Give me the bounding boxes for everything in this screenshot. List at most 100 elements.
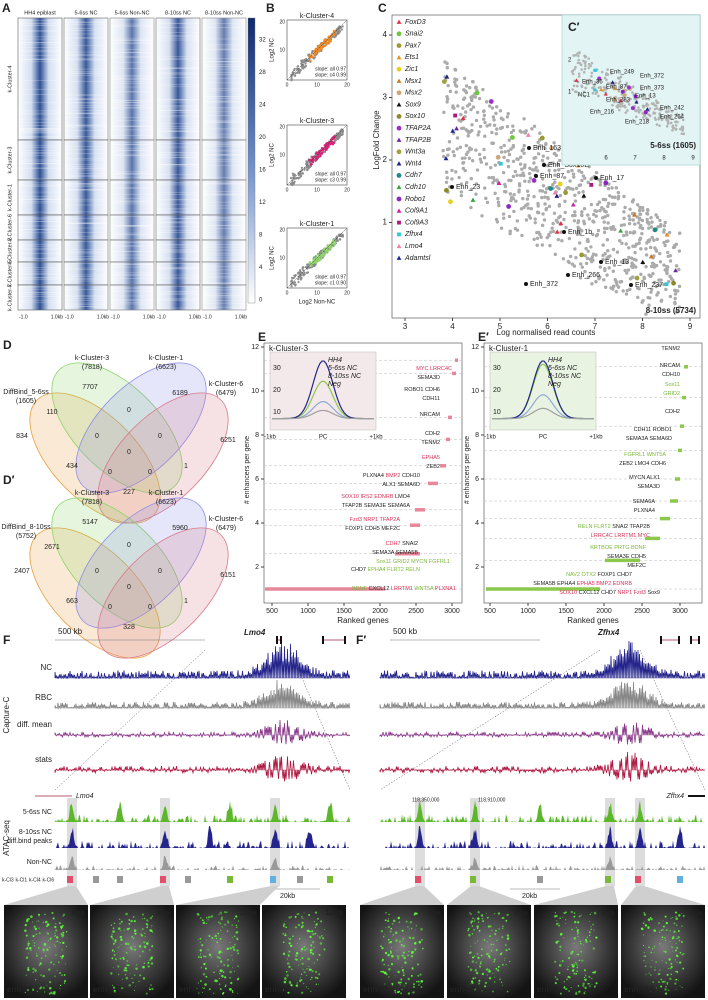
column-header: 8-10ss NC: [165, 10, 191, 16]
scatter-point: [482, 117, 486, 121]
reporter-signal: [509, 960, 511, 963]
x-tick-label: 1500: [336, 608, 352, 615]
highlight-point: [566, 273, 570, 277]
scatter-point: [292, 181, 295, 185]
reporter-signal: [394, 975, 396, 977]
scatter-point: [633, 250, 637, 255]
scatter-point: [655, 237, 659, 242]
reporter-signal: [117, 965, 120, 968]
embryo-image: [262, 905, 346, 998]
reporter-signal: [126, 960, 129, 963]
scatter-point: [666, 239, 670, 243]
reporter-signal: [30, 915, 33, 918]
annotation: Enh_266: [572, 272, 600, 279]
reporter-signal: [471, 933, 474, 935]
reporter-signal: [491, 929, 493, 931]
heatmap-block: [63, 214, 109, 241]
reporter-signal: [478, 929, 481, 932]
scatter-point: [622, 216, 626, 221]
scatter-point: [543, 195, 547, 199]
scatter-point: [332, 137, 336, 140]
scatter-point: [659, 107, 663, 110]
scatter-point: [572, 219, 577, 223]
gene-row: MYC LRRC4C: [416, 366, 452, 372]
reporter-signal: [199, 937, 202, 940]
gene-row: ALX1 SEMA6D: [382, 482, 420, 488]
scatter-point: [302, 67, 305, 70]
set-name: k-Cluster-1: [149, 490, 183, 497]
x-tick-label: 3000: [444, 608, 460, 615]
reporter-signal: [652, 981, 654, 983]
reporter-signal: [217, 965, 219, 967]
reporter-signal: [310, 976, 313, 979]
scatter-point: [644, 247, 648, 251]
gene-row: SEMA3A SEMA5B: [372, 550, 418, 556]
reporter-signal: [567, 968, 569, 971]
scatter-point: [602, 220, 606, 224]
scatter-point: [447, 147, 451, 151]
x-tick-label: +1kb: [369, 435, 383, 441]
scatter-point: [304, 62, 307, 65]
reporter-signal: [401, 954, 403, 957]
reporter-signal: [54, 945, 56, 947]
scatter-point: [611, 247, 616, 252]
scatter-point: [631, 198, 636, 202]
gene-name: NRCAM: [660, 363, 681, 369]
reporter-signal: [112, 930, 115, 933]
reporter-signal: [482, 920, 484, 923]
scatter-point: [463, 156, 467, 160]
scatter-point: [511, 128, 516, 133]
scatter-point: [520, 167, 524, 171]
reporter-signal: [575, 973, 578, 975]
reporter-signal: [314, 911, 318, 914]
scatter-point: [506, 111, 510, 116]
reporter-signal: [666, 973, 669, 976]
reporter-signal: [32, 967, 35, 971]
scatter-point: [306, 169, 309, 172]
reporter-signal: [62, 915, 64, 917]
reporter-signal: [121, 987, 123, 989]
reporter-signal: [577, 933, 579, 936]
reporter-signal: [303, 912, 305, 914]
reporter-signal: [676, 955, 679, 958]
reporter-signal: [236, 938, 239, 941]
panel-label: B: [266, 1, 275, 15]
marker: [552, 190, 558, 195]
reporter-signal: [285, 935, 287, 937]
reporter-signal: [674, 982, 677, 985]
marker: [396, 243, 402, 249]
reporter-signal: [42, 921, 45, 924]
scatter-point: [568, 254, 573, 259]
zoom-connector: [534, 886, 618, 905]
scatter-point: [563, 210, 567, 215]
scatter-point: [308, 260, 312, 264]
count-label: 8-10ss (5734): [646, 306, 697, 315]
scatter-point: [557, 168, 561, 172]
reporter-signal: [387, 938, 390, 941]
scatter-point: [634, 109, 638, 113]
region-count: 227: [123, 489, 135, 496]
scatter-point: [323, 144, 327, 147]
reporter-signal: [402, 937, 405, 940]
scatter-point: [558, 158, 562, 163]
scatter-point: [636, 295, 640, 300]
reporter-signal: [653, 946, 655, 948]
reporter-signal: [237, 977, 240, 980]
reporter-signal: [676, 971, 679, 973]
scatter-point: [594, 253, 598, 257]
reporter-signal: [215, 979, 218, 983]
marker: [488, 99, 494, 104]
reporter-signal: [219, 922, 222, 925]
reporter-signal: [199, 953, 202, 955]
scatter-point: [519, 130, 523, 134]
reporter-signal: [593, 971, 596, 974]
scatter-point: [678, 116, 682, 119]
scatter-point: [532, 194, 536, 199]
reporter-signal: [644, 920, 646, 922]
reporter-signal: [565, 988, 568, 991]
region-count: 0: [108, 604, 112, 611]
marker: [509, 135, 515, 140]
y-tick-label: 12: [471, 344, 479, 351]
reporter-signal: [133, 937, 135, 939]
reporter-signal: [407, 977, 410, 981]
